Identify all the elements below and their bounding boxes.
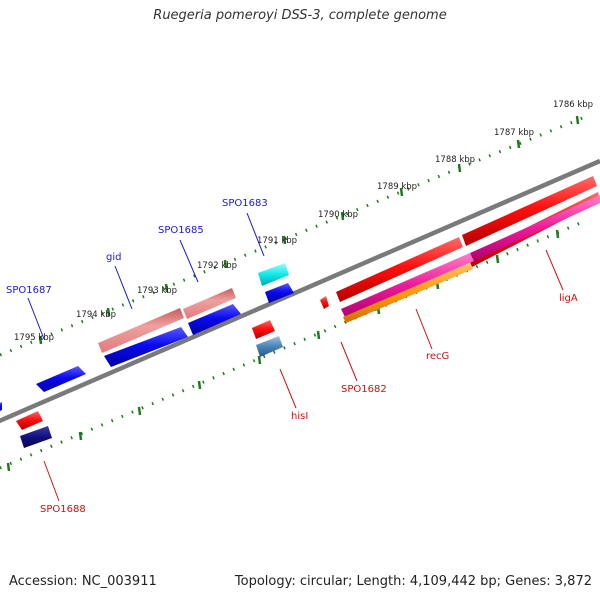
label-connector bbox=[415, 308, 433, 350]
gene-bar-SPO1683[interactable] bbox=[258, 263, 289, 286]
kbp-label: 1792 kbp bbox=[197, 261, 237, 271]
label-connector bbox=[279, 368, 297, 409]
gene-arrow-SPO1685-blue[interactable] bbox=[188, 304, 241, 335]
label-connector bbox=[43, 460, 60, 502]
major-tick bbox=[575, 115, 580, 125]
kbp-label: 1793 kbp bbox=[137, 286, 177, 296]
major-tick bbox=[223, 259, 228, 269]
gene-bar-recG-magenta-right[interactable] bbox=[470, 195, 600, 261]
gene-bar-hisI[interactable] bbox=[256, 336, 283, 357]
kbp-label: 1794 kbp bbox=[76, 310, 116, 320]
major-tick bbox=[282, 235, 287, 245]
major-tick bbox=[495, 254, 500, 264]
label-connector bbox=[114, 265, 133, 310]
gene-bar-recG[interactable] bbox=[341, 253, 474, 317]
gene-bar-SPO1685[interactable] bbox=[183, 288, 236, 319]
major-tick bbox=[164, 283, 169, 293]
label-connector bbox=[340, 341, 358, 382]
label-connector bbox=[27, 297, 45, 340]
gene-label-SPO1685: SPO1685 bbox=[158, 225, 204, 236]
major-tick bbox=[38, 335, 43, 345]
kbp-label: 1790 kbp bbox=[318, 210, 358, 220]
gene-label-ligA: ligA bbox=[559, 293, 578, 304]
gene-arrow-left-edge[interactable] bbox=[0, 402, 2, 411]
kbp-label: 1788 kbp bbox=[435, 155, 475, 165]
major-tick bbox=[197, 380, 202, 390]
kbp-label: 1786 kbp bbox=[553, 100, 593, 110]
gene-arrow-SPO1688-upper[interactable] bbox=[36, 366, 86, 392]
gene-label-gid: gid bbox=[106, 252, 121, 263]
gene-bar-gid[interactable] bbox=[98, 308, 184, 353]
footer-accession: Accession: NC_003911 bbox=[9, 574, 157, 589]
gene-label-SPO1683: SPO1683 bbox=[222, 198, 268, 209]
major-tick bbox=[6, 462, 11, 472]
gene-arrow-SPO1687[interactable] bbox=[104, 327, 188, 367]
major-tick bbox=[555, 229, 560, 239]
gene-bar-SPO1688[interactable] bbox=[20, 426, 52, 448]
gene-label-SPO1687: SPO1687 bbox=[6, 285, 52, 296]
gene-label-SPO1688: SPO1688 bbox=[40, 504, 86, 515]
genome-backbone bbox=[0, 158, 600, 424]
major-tick bbox=[257, 355, 262, 365]
major-tick bbox=[78, 431, 83, 441]
gene-label-recG: recG bbox=[426, 351, 449, 362]
major-tick bbox=[516, 139, 521, 149]
major-tick bbox=[457, 163, 462, 173]
label-connector bbox=[545, 249, 564, 291]
gene-label-SPO1682: SPO1682 bbox=[341, 384, 387, 395]
gene-arrow-SPO1683-blue[interactable] bbox=[265, 283, 294, 303]
major-tick bbox=[316, 330, 321, 340]
gene-bar-recG-orange[interactable] bbox=[343, 263, 473, 323]
major-tick bbox=[340, 211, 345, 221]
kbp-label: 1791 kbp bbox=[257, 236, 297, 246]
major-tick bbox=[399, 187, 404, 197]
label-connector bbox=[246, 212, 265, 257]
footer-topology: Topology: circular; Length: 4,109,442 bp… bbox=[234, 574, 592, 589]
gene-label-hisI: hisI bbox=[291, 411, 308, 422]
gene-arrow-hisI-red[interactable] bbox=[252, 320, 275, 339]
gene-arrow-SPO1682[interactable] bbox=[336, 237, 463, 302]
scale-track-lower bbox=[0, 219, 586, 470]
label-connector bbox=[179, 239, 199, 283]
kbp-label: 1789 kbp bbox=[377, 182, 417, 192]
map-title: Ruegeria pomeroyi DSS-3, complete genome bbox=[153, 8, 447, 23]
kbp-label: 1795 kbp bbox=[14, 333, 54, 343]
kbp-label: 1787 kbp bbox=[494, 128, 534, 138]
gene-arrow-small-red[interactable] bbox=[320, 296, 329, 309]
major-tick bbox=[137, 406, 142, 416]
gene-arrow-ligA-upper[interactable] bbox=[462, 176, 597, 246]
major-tick bbox=[106, 307, 111, 317]
gene-arrow-SPO1688-red[interactable] bbox=[16, 411, 43, 430]
